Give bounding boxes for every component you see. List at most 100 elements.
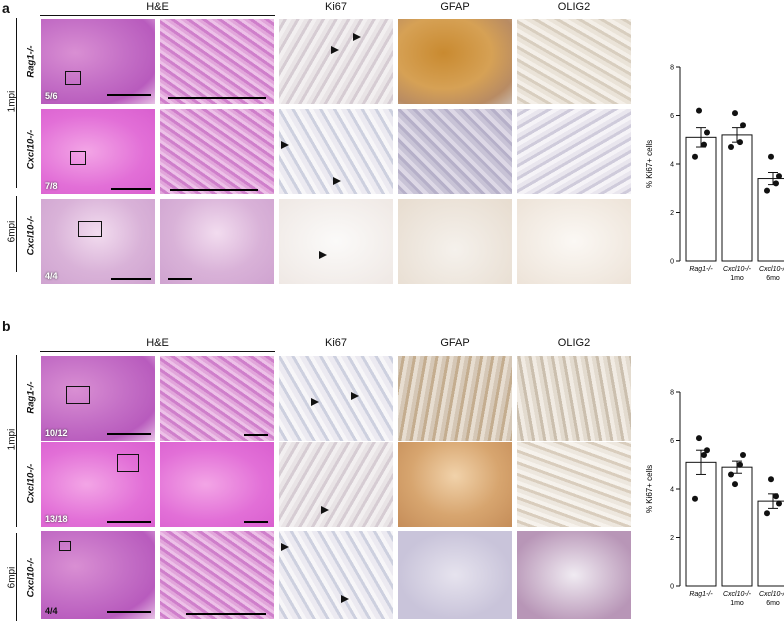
tumor-count: 4/4: [45, 271, 58, 281]
arrowhead-icon: [333, 177, 341, 185]
data-point: [737, 461, 743, 468]
genotype-label: Rag1-/-: [25, 45, 37, 78]
scale-bar: [170, 189, 258, 191]
genotype-label: Cxcl10-/-: [25, 557, 37, 598]
data-point: [737, 139, 743, 146]
timepoint-bracket: [16, 355, 17, 527]
he-overview-image: 5/6: [40, 18, 156, 105]
timepoint-label: 1mpi: [6, 428, 18, 451]
scale-bar: [111, 188, 151, 190]
scale-bar: [244, 521, 268, 523]
col-header-he-bracket: [40, 15, 275, 16]
tumor-count: 5/6: [45, 91, 58, 101]
olig2-image: [516, 355, 632, 442]
inset-box: [117, 454, 139, 472]
data-point: [728, 471, 734, 478]
scale-bar: [107, 433, 151, 435]
timepoint-label: 1mpi: [6, 90, 18, 113]
col-header-ki67: Ki67: [324, 1, 348, 13]
data-point: [740, 452, 746, 459]
data-point: [768, 476, 774, 483]
inset-box: [65, 71, 81, 85]
gfap-image: [397, 108, 513, 195]
y-tick-label: 0: [670, 259, 674, 266]
he-magnified-image: [159, 530, 275, 620]
y-axis-label: % Ki67+ cells: [645, 140, 654, 188]
gfap-image: [397, 355, 513, 442]
col-header-olig2: OLIG2: [557, 1, 591, 13]
x-tick-label: Cxcl10-/-: [759, 591, 784, 598]
scale-bar: [168, 97, 266, 99]
y-tick-label: 2: [670, 535, 674, 542]
olig2-image: [516, 108, 632, 195]
olig2-image: [516, 198, 632, 285]
y-axis-label: % Ki67+ cells: [645, 465, 654, 513]
x-tick-label: Cxcl10-/-: [723, 591, 752, 598]
bar: [757, 500, 784, 587]
timepoint-label: 6mpi: [6, 566, 18, 589]
inset-box: [78, 221, 102, 237]
data-point: [776, 173, 782, 180]
arrowhead-icon: [353, 33, 361, 41]
data-point: [732, 481, 738, 488]
y-tick-label: 6: [670, 113, 674, 120]
bar: [721, 466, 753, 587]
tumor-count: 10/12: [45, 428, 68, 438]
y-tick-label: 4: [670, 487, 674, 494]
x-tick-label: Cxcl10-/-: [723, 266, 752, 273]
data-point: [773, 493, 779, 500]
col-header-he-bracket: [40, 351, 275, 352]
scale-bar: [107, 611, 151, 613]
ki67-image: [278, 355, 394, 442]
arrowhead-icon: [341, 595, 349, 603]
he-overview-image: 4/4: [40, 198, 156, 285]
y-tick-label: 8: [670, 390, 674, 397]
x-tick-label: 1mo: [730, 275, 744, 282]
bar: [757, 178, 784, 262]
ki67-image: [278, 198, 394, 285]
data-point: [704, 447, 710, 454]
panel-letter-b: b: [2, 318, 11, 334]
y-tick-label: 6: [670, 438, 674, 445]
ki67-bar-chart: 0 2 4 6 8 % Ki67+ cells Rag1-/- Cxcl10-/- 1mo Cxc…: [645, 65, 784, 282]
x-tick-label: 6mo: [766, 600, 780, 607]
gfap-image: [397, 530, 513, 620]
ki67-image: [278, 18, 394, 105]
data-point: [692, 495, 698, 502]
he-overview-image: 7/8: [40, 108, 156, 195]
timepoint-bracket: [16, 18, 17, 188]
bar: [721, 134, 753, 262]
inset-box: [66, 386, 90, 404]
ki67-image: [278, 108, 394, 195]
data-point: [768, 153, 774, 160]
scale-bar: [244, 434, 268, 436]
scale-bar: [168, 278, 192, 280]
data-point: [701, 452, 707, 459]
data-point: [732, 110, 738, 117]
bar: [685, 461, 717, 587]
genotype-label: Cxcl10-/-: [25, 463, 37, 504]
y-tick-label: 8: [670, 65, 674, 72]
arrowhead-icon: [331, 46, 339, 54]
gfap-image: [397, 18, 513, 105]
olig2-image: [516, 441, 632, 528]
arrowhead-icon: [319, 251, 327, 259]
x-tick-label: Rag1-/-: [689, 591, 713, 598]
data-point: [696, 435, 702, 442]
timepoint-bracket: [16, 533, 17, 621]
tumor-count: 13/18: [45, 514, 68, 524]
data-point: [776, 500, 782, 507]
he-overview-image: 13/18: [40, 441, 156, 528]
col-header-gfap: GFAP: [440, 337, 470, 349]
data-point: [696, 107, 702, 114]
genotype-label: Cxcl10-/-: [25, 215, 37, 256]
x-tick-label: Cxcl10-/-: [759, 266, 784, 273]
he-magnified-image: [159, 441, 275, 528]
ki67-image: [278, 441, 394, 528]
timepoint-bracket: [16, 196, 17, 272]
col-header-gfap: GFAP: [440, 1, 470, 13]
olig2-image: [516, 18, 632, 105]
data-point: [773, 180, 779, 187]
data-point: [701, 141, 707, 148]
col-header-he: H&E: [146, 337, 169, 349]
